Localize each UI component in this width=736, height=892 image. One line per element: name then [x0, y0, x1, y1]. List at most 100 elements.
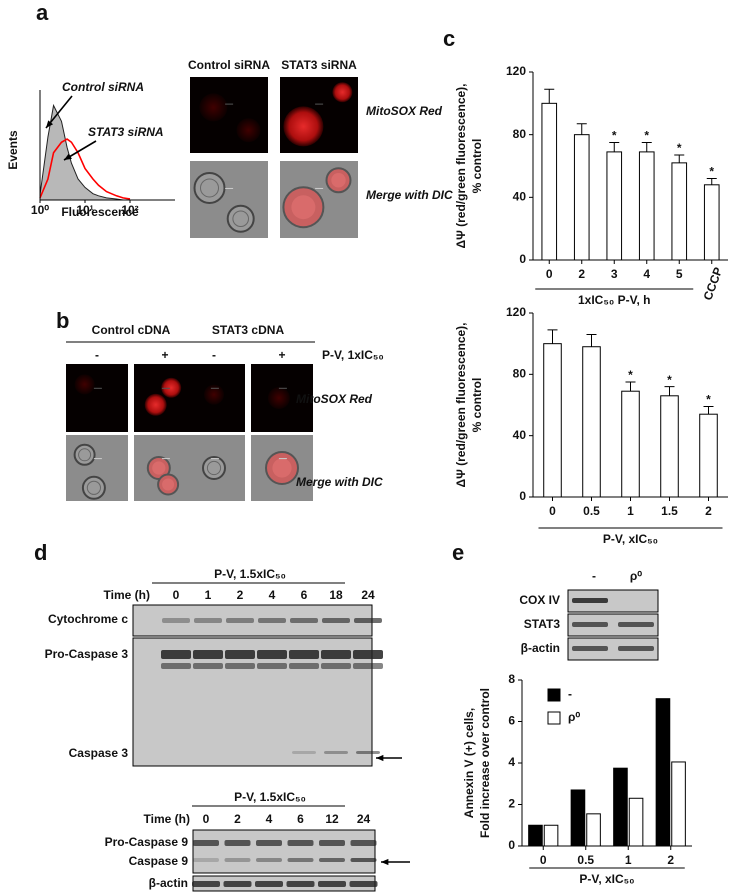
panel-label: c: [443, 26, 455, 51]
error-bar: [664, 386, 675, 396]
row-label: Merge with DIC: [366, 188, 453, 202]
blot-band: [324, 751, 348, 754]
blot-band: [350, 858, 377, 862]
blot-band: [255, 881, 283, 887]
cell: [162, 478, 175, 491]
scale-bar: [210, 458, 219, 460]
cell: [74, 374, 95, 395]
time-tick: 1: [205, 588, 212, 602]
lane-label: -: [592, 569, 596, 583]
time-tick: 4: [269, 588, 276, 602]
arrow-head: [64, 153, 72, 160]
legend-label: ρ⁰: [568, 710, 580, 724]
bar: [671, 761, 686, 847]
blot-band: [572, 598, 608, 603]
x-tick-label: 2: [667, 853, 674, 867]
treatment-label: P-V, 1.5xIC₅₀: [234, 790, 306, 804]
cell: [73, 443, 96, 466]
row-label: Merge with DIC: [296, 475, 383, 489]
significance: *: [612, 129, 617, 143]
x-tick-label: 2: [578, 267, 585, 281]
column-header: Control siRNA: [188, 58, 270, 72]
row-label: Pro-Caspase 3: [45, 647, 129, 661]
x-tick-label: 2: [705, 504, 712, 518]
treatment-sign: +: [161, 348, 168, 362]
arrow-head: [381, 858, 389, 866]
x-tick-label: 1.5: [661, 504, 678, 518]
time-tick: 18: [329, 588, 343, 602]
cell: [226, 204, 255, 233]
cell: [161, 377, 182, 398]
blot-band: [321, 650, 351, 659]
blot: [567, 613, 659, 637]
x-axis-label: Fluorescence: [61, 205, 139, 219]
time-tick: 2: [234, 812, 241, 826]
x-axis-label: P-V, xIC₅₀: [603, 532, 658, 546]
blot-band: [193, 663, 223, 669]
blot-band: [350, 840, 377, 846]
blot-band: [193, 650, 223, 659]
scale-bar: [161, 387, 170, 389]
cell: [331, 173, 346, 188]
bar: [586, 813, 601, 847]
legend-label: -: [568, 687, 572, 701]
error-bar: [625, 381, 636, 392]
blot-band: [290, 618, 318, 623]
blot-band: [322, 618, 350, 623]
row-label: MitoSOX Red: [366, 104, 443, 118]
blot-band: [287, 840, 314, 846]
y-axis-label: % control: [470, 139, 484, 194]
blot: [567, 637, 659, 661]
bar: [660, 395, 679, 498]
cell: [144, 393, 167, 416]
blot-band: [289, 663, 319, 669]
blot-band: [223, 881, 252, 887]
row-label: Cytochrome c: [48, 612, 128, 626]
blot: [567, 589, 659, 613]
row-label: COX IV: [519, 593, 560, 607]
panel-label: a: [36, 0, 49, 25]
bar: [655, 698, 671, 847]
scale-bar: [278, 387, 287, 389]
blot-band: [194, 618, 222, 623]
histogram-line: [39, 138, 131, 200]
blot-band: [353, 650, 383, 659]
blot-band: [292, 751, 316, 754]
row-label: MitoSOX Red: [296, 392, 373, 406]
y-tick-label: 80: [513, 127, 527, 141]
time-tick: 24: [357, 812, 371, 826]
blot-band: [354, 618, 382, 623]
blot-band: [572, 646, 608, 651]
blot-band: [193, 840, 219, 846]
error-bar: [674, 154, 685, 163]
cell: [267, 387, 290, 409]
blot-band: [289, 650, 319, 659]
scale-bar: [278, 458, 287, 460]
cell: [199, 93, 228, 122]
blot-band: [572, 622, 608, 627]
y-tick-label: 40: [513, 190, 527, 204]
cell: [193, 171, 226, 204]
bar: [703, 184, 720, 261]
x-tick-label: 0: [549, 504, 556, 518]
blot-band: [321, 663, 351, 669]
y-tick-label: 0: [519, 489, 526, 503]
treatment-sign: +: [278, 348, 285, 362]
y-axis-label: ΔΨ (red/green fluorescence),: [454, 322, 468, 487]
scale-bar: [315, 103, 324, 105]
x-tick-label: 10⁰: [31, 203, 49, 217]
y-axis-label: Annexin V (+) cells,: [462, 708, 476, 818]
time-tick: 2: [237, 588, 244, 602]
blot-band: [353, 663, 383, 669]
error-bar: [703, 406, 714, 415]
time-label: Time (h): [144, 812, 190, 826]
panel-label: e: [452, 540, 464, 565]
bar: [638, 151, 655, 261]
x-tick-label: 0.5: [583, 504, 600, 518]
significance: *: [644, 129, 649, 143]
scale-bar: [315, 187, 324, 189]
time-tick: 24: [361, 588, 375, 602]
blot: [132, 637, 373, 767]
blot-band: [224, 840, 251, 846]
